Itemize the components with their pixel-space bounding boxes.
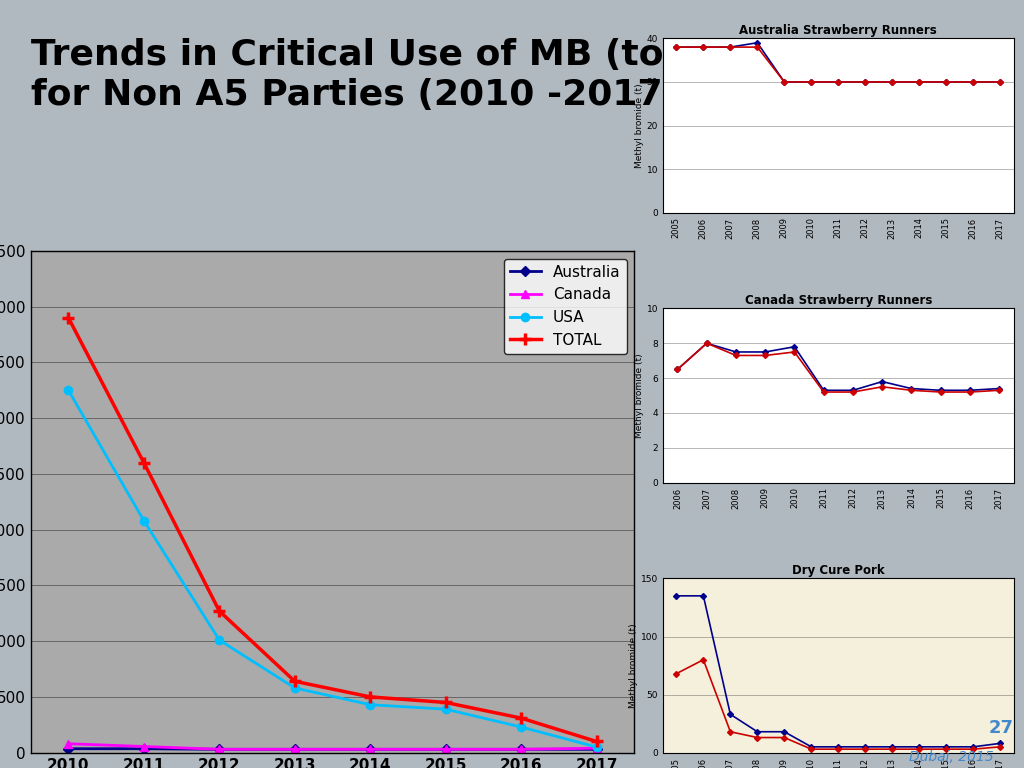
Legend: Australia, Canada, USA, TOTAL: Australia, Canada, USA, TOTAL [504, 259, 627, 354]
TOTAL [591, 737, 603, 746]
Title: Australia Strawberry Runners: Australia Strawberry Runners [739, 25, 937, 37]
TOTAL [289, 677, 301, 686]
Text: 27: 27 [989, 720, 1014, 737]
USA [213, 635, 225, 644]
Line: Australia: Australia [65, 745, 600, 753]
TOTAL [62, 313, 75, 323]
Canada [289, 745, 301, 754]
TOTAL [515, 713, 527, 723]
USA [591, 743, 603, 752]
Y-axis label: Methyl bromide (t): Methyl bromide (t) [629, 623, 638, 708]
Title: Canada Strawberry Runners: Canada Strawberry Runners [744, 294, 932, 307]
TOTAL [213, 607, 225, 616]
Canada [591, 743, 603, 753]
Australia [138, 744, 151, 753]
Australia [289, 745, 301, 754]
Y-axis label: Methyl bromide (t): Methyl bromide (t) [635, 353, 644, 438]
Australia [591, 745, 603, 754]
Canada [439, 745, 452, 754]
USA [515, 723, 527, 732]
TOTAL [365, 692, 377, 701]
USA [138, 516, 151, 525]
USA [62, 386, 75, 395]
Australia [213, 745, 225, 754]
Australia [62, 744, 75, 753]
USA [439, 704, 452, 713]
Canada [138, 742, 151, 751]
Text: Trends in Critical Use of MB (tonnes)
for Non A5 Parties (2010 -2017): Trends in Critical Use of MB (tonnes) fo… [31, 38, 777, 112]
USA [365, 700, 377, 710]
Title: Dry Cure Pork: Dry Cure Pork [792, 564, 885, 578]
Line: TOTAL: TOTAL [62, 313, 602, 747]
Canada [515, 745, 527, 754]
USA [289, 684, 301, 693]
Line: Canada: Canada [65, 740, 601, 753]
TOTAL [138, 458, 151, 468]
Canada [213, 745, 225, 754]
Y-axis label: Methyl bromide (t): Methyl bromide (t) [635, 83, 644, 168]
Australia [515, 745, 527, 754]
Canada [62, 739, 75, 748]
Text: Dubai, 2015: Dubai, 2015 [908, 750, 993, 764]
TOTAL [439, 698, 452, 707]
Canada [365, 745, 377, 754]
Australia [439, 745, 452, 754]
Line: USA: USA [65, 386, 601, 751]
Australia [365, 745, 377, 754]
